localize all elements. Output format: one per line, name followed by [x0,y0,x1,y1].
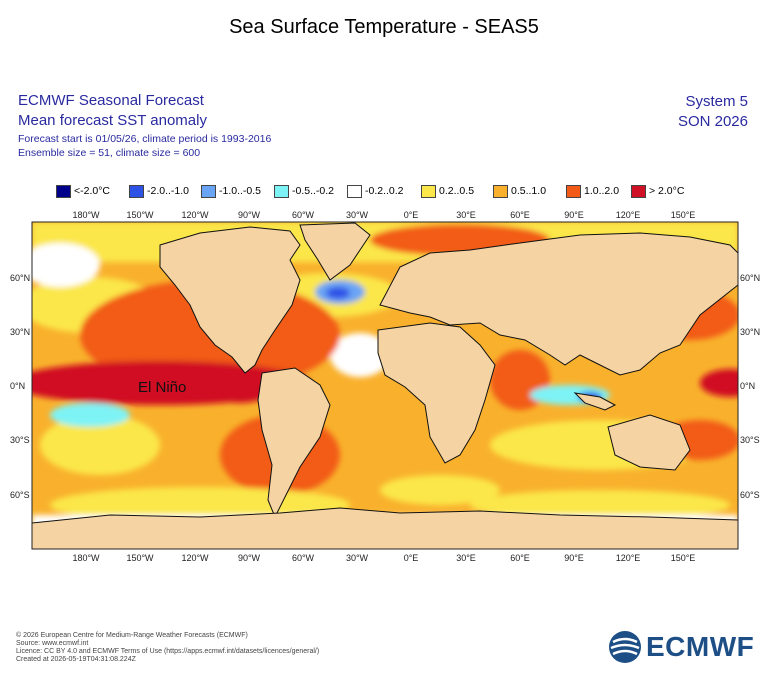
lon-label: 180°W [72,553,100,563]
legend-label: -2.0..-1.0 [147,185,190,197]
logo-text: ECMWF [646,631,755,662]
legend-swatch [347,184,362,198]
legend-item: -0.2..0.2 [347,183,404,199]
lon-label: 30°E [456,553,476,563]
legend-swatch [631,184,646,198]
legend-swatch [56,184,71,198]
lat-labels-right: 60°N 30°N 0°N 30°S 60°S [740,273,760,500]
legend-item: 0.2..0.5 [421,183,474,199]
south-america [257,367,331,519]
lon-label: 120°E [616,553,641,563]
lon-label: 90°W [238,553,261,563]
legend-swatch [201,184,216,198]
map-body: El Niño [32,222,738,549]
lon-label: 30°W [346,210,369,220]
header-line-2: Mean forecast SST anomaly [18,112,207,129]
lon-label: 60°E [510,210,530,220]
lon-label: 120°E [616,210,641,220]
legend-item: -2.0..-1.0 [129,183,189,199]
system-label: System 5 [685,93,748,110]
footer-created: Created at 2026-05-19T04:31:08.224Z [16,656,136,663]
legend-item: -1.0..-0.5 [201,183,261,199]
legend-label: <-2.0°C [74,185,111,197]
lat-label: 30°S [740,435,760,445]
legend-label: > 2.0°C [649,185,685,197]
legend-swatch [421,184,436,198]
lon-label: 90°W [238,210,261,220]
legend-swatch [493,184,508,198]
legend-label: 1.0..2.0 [584,185,620,197]
lat-label: 30°S [10,435,30,445]
legend-label: 0.2..0.5 [439,185,475,197]
legend-swatch [274,184,289,198]
north-america [159,226,301,374]
legend-item: > 2.0°C [631,183,684,199]
legend-item: -0.5..-0.2 [274,183,334,199]
sst-anomaly-map: 180°W 150°W 120°W 90°W 60°W 30°W 0°E 30°… [10,210,760,563]
system-header: System 5 SON 2026 [678,92,748,132]
lon-label: 120°W [181,553,209,563]
header-line-3: Forecast start is 01/05/26, climate peri… [18,133,272,145]
legend-item: 0.5..1.0 [493,183,546,199]
lon-labels-top: 180°W 150°W 120°W 90°W 60°W 30°W 0°E 30°… [72,210,695,220]
legend-item: 1.0..2.0 [566,183,619,199]
lon-label: 60°W [292,553,315,563]
lon-label: 90°E [564,210,584,220]
lat-label: 60°N [740,273,760,283]
legend-item: <-2.0°C [56,183,110,199]
season-label: SON 2026 [677,113,748,130]
legend-label: 0.5..1.0 [511,185,547,197]
lon-label: 30°E [456,210,476,220]
greenland [299,222,371,281]
lon-label: 60°W [292,210,315,220]
lon-label: 150°W [126,210,154,220]
lon-label: 150°W [126,553,154,563]
footer-licence: Licence: CC BY 4.0 and ECMWF Terms of Us… [16,648,320,655]
indonesia [573,392,617,411]
antarctica [32,507,738,549]
ecmwf-logo: ECMWF [608,630,754,664]
footer-copyright: © 2026 European Centre for Medium-Range … [16,632,248,639]
lon-label: 180°W [72,210,100,220]
legend-label: -0.2..0.2 [365,185,404,197]
lon-label: 120°W [181,210,209,220]
lon-label: 0°E [404,210,419,220]
page-title: Sea Surface Temperature - SEAS5 [229,16,539,38]
lon-label: 90°E [564,553,584,563]
lat-label: 60°S [10,490,30,500]
legend-label: -0.5..-0.2 [292,185,335,197]
lat-label: 0°N [740,381,755,391]
footer-source: Source: www.ecmwf.int [16,640,89,647]
lon-labels-bottom: 180°W 150°W 120°W 90°W 60°W 30°W 0°E 30°… [72,553,695,563]
lon-label: 30°W [346,553,369,563]
lat-label: 30°N [10,327,30,337]
lat-labels-left: 60°N 30°N 0°N 30°S 60°S [10,273,30,500]
legend-swatch [129,184,144,198]
header-line-1: ECMWF Seasonal Forecast [18,92,204,109]
copyright-footer: © 2026 European Centre for Medium-Range … [16,632,319,664]
eurasia [379,232,738,376]
lon-label: 60°E [510,553,530,563]
map-frame [31,221,739,550]
header-line-4: Ensemble size = 51, climate size = 600 [18,147,201,159]
forecast-header: ECMWF Seasonal Forecast Mean forecast SS… [18,92,271,159]
lat-label: 30°N [740,327,760,337]
lat-label: 60°S [740,490,760,500]
lat-label: 0°N [10,381,25,391]
lat-label: 60°N [10,273,30,283]
el-nino-label: El Niño [138,379,186,396]
lon-label: 0°E [404,553,419,563]
lon-label: 150°E [671,553,696,563]
legend-swatch [566,184,581,198]
land-masses [32,222,738,549]
africa [377,322,496,464]
ecmwf-globe-icon [609,631,641,663]
legend-label: -1.0..-0.5 [219,185,262,197]
australia [607,414,691,471]
lon-label: 150°E [671,210,696,220]
